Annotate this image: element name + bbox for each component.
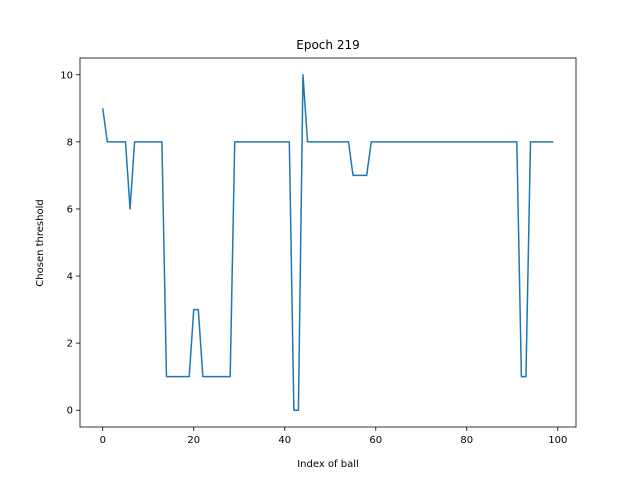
- x-tick-label: 20: [187, 435, 200, 446]
- x-tick-label: 40: [278, 435, 291, 446]
- x-axis-label: Index of ball: [297, 459, 359, 470]
- y-tick-label: 8: [67, 137, 73, 148]
- series-line-0: [102, 74, 554, 411]
- y-tick-label: 2: [67, 339, 73, 350]
- x-tick-label: 100: [548, 435, 567, 446]
- plot-frame: [79, 57, 577, 428]
- x-tick-label: 80: [460, 435, 473, 446]
- y-tick-label: 0: [67, 406, 73, 417]
- x-tick-label: 60: [369, 435, 382, 446]
- y-tick-label: 6: [67, 204, 73, 215]
- x-axis: 0 20 40 60 80 100: [100, 427, 567, 446]
- x-tick-label: 0: [100, 435, 106, 446]
- y-axis: 0 2 4 6 8 10: [60, 70, 80, 417]
- chart-title: Epoch 219: [296, 38, 359, 52]
- y-tick-label: 4: [67, 272, 73, 283]
- y-axis-label: Chosen threshold: [35, 199, 46, 286]
- plot-area: [102, 74, 554, 411]
- y-tick-label: 10: [60, 70, 73, 81]
